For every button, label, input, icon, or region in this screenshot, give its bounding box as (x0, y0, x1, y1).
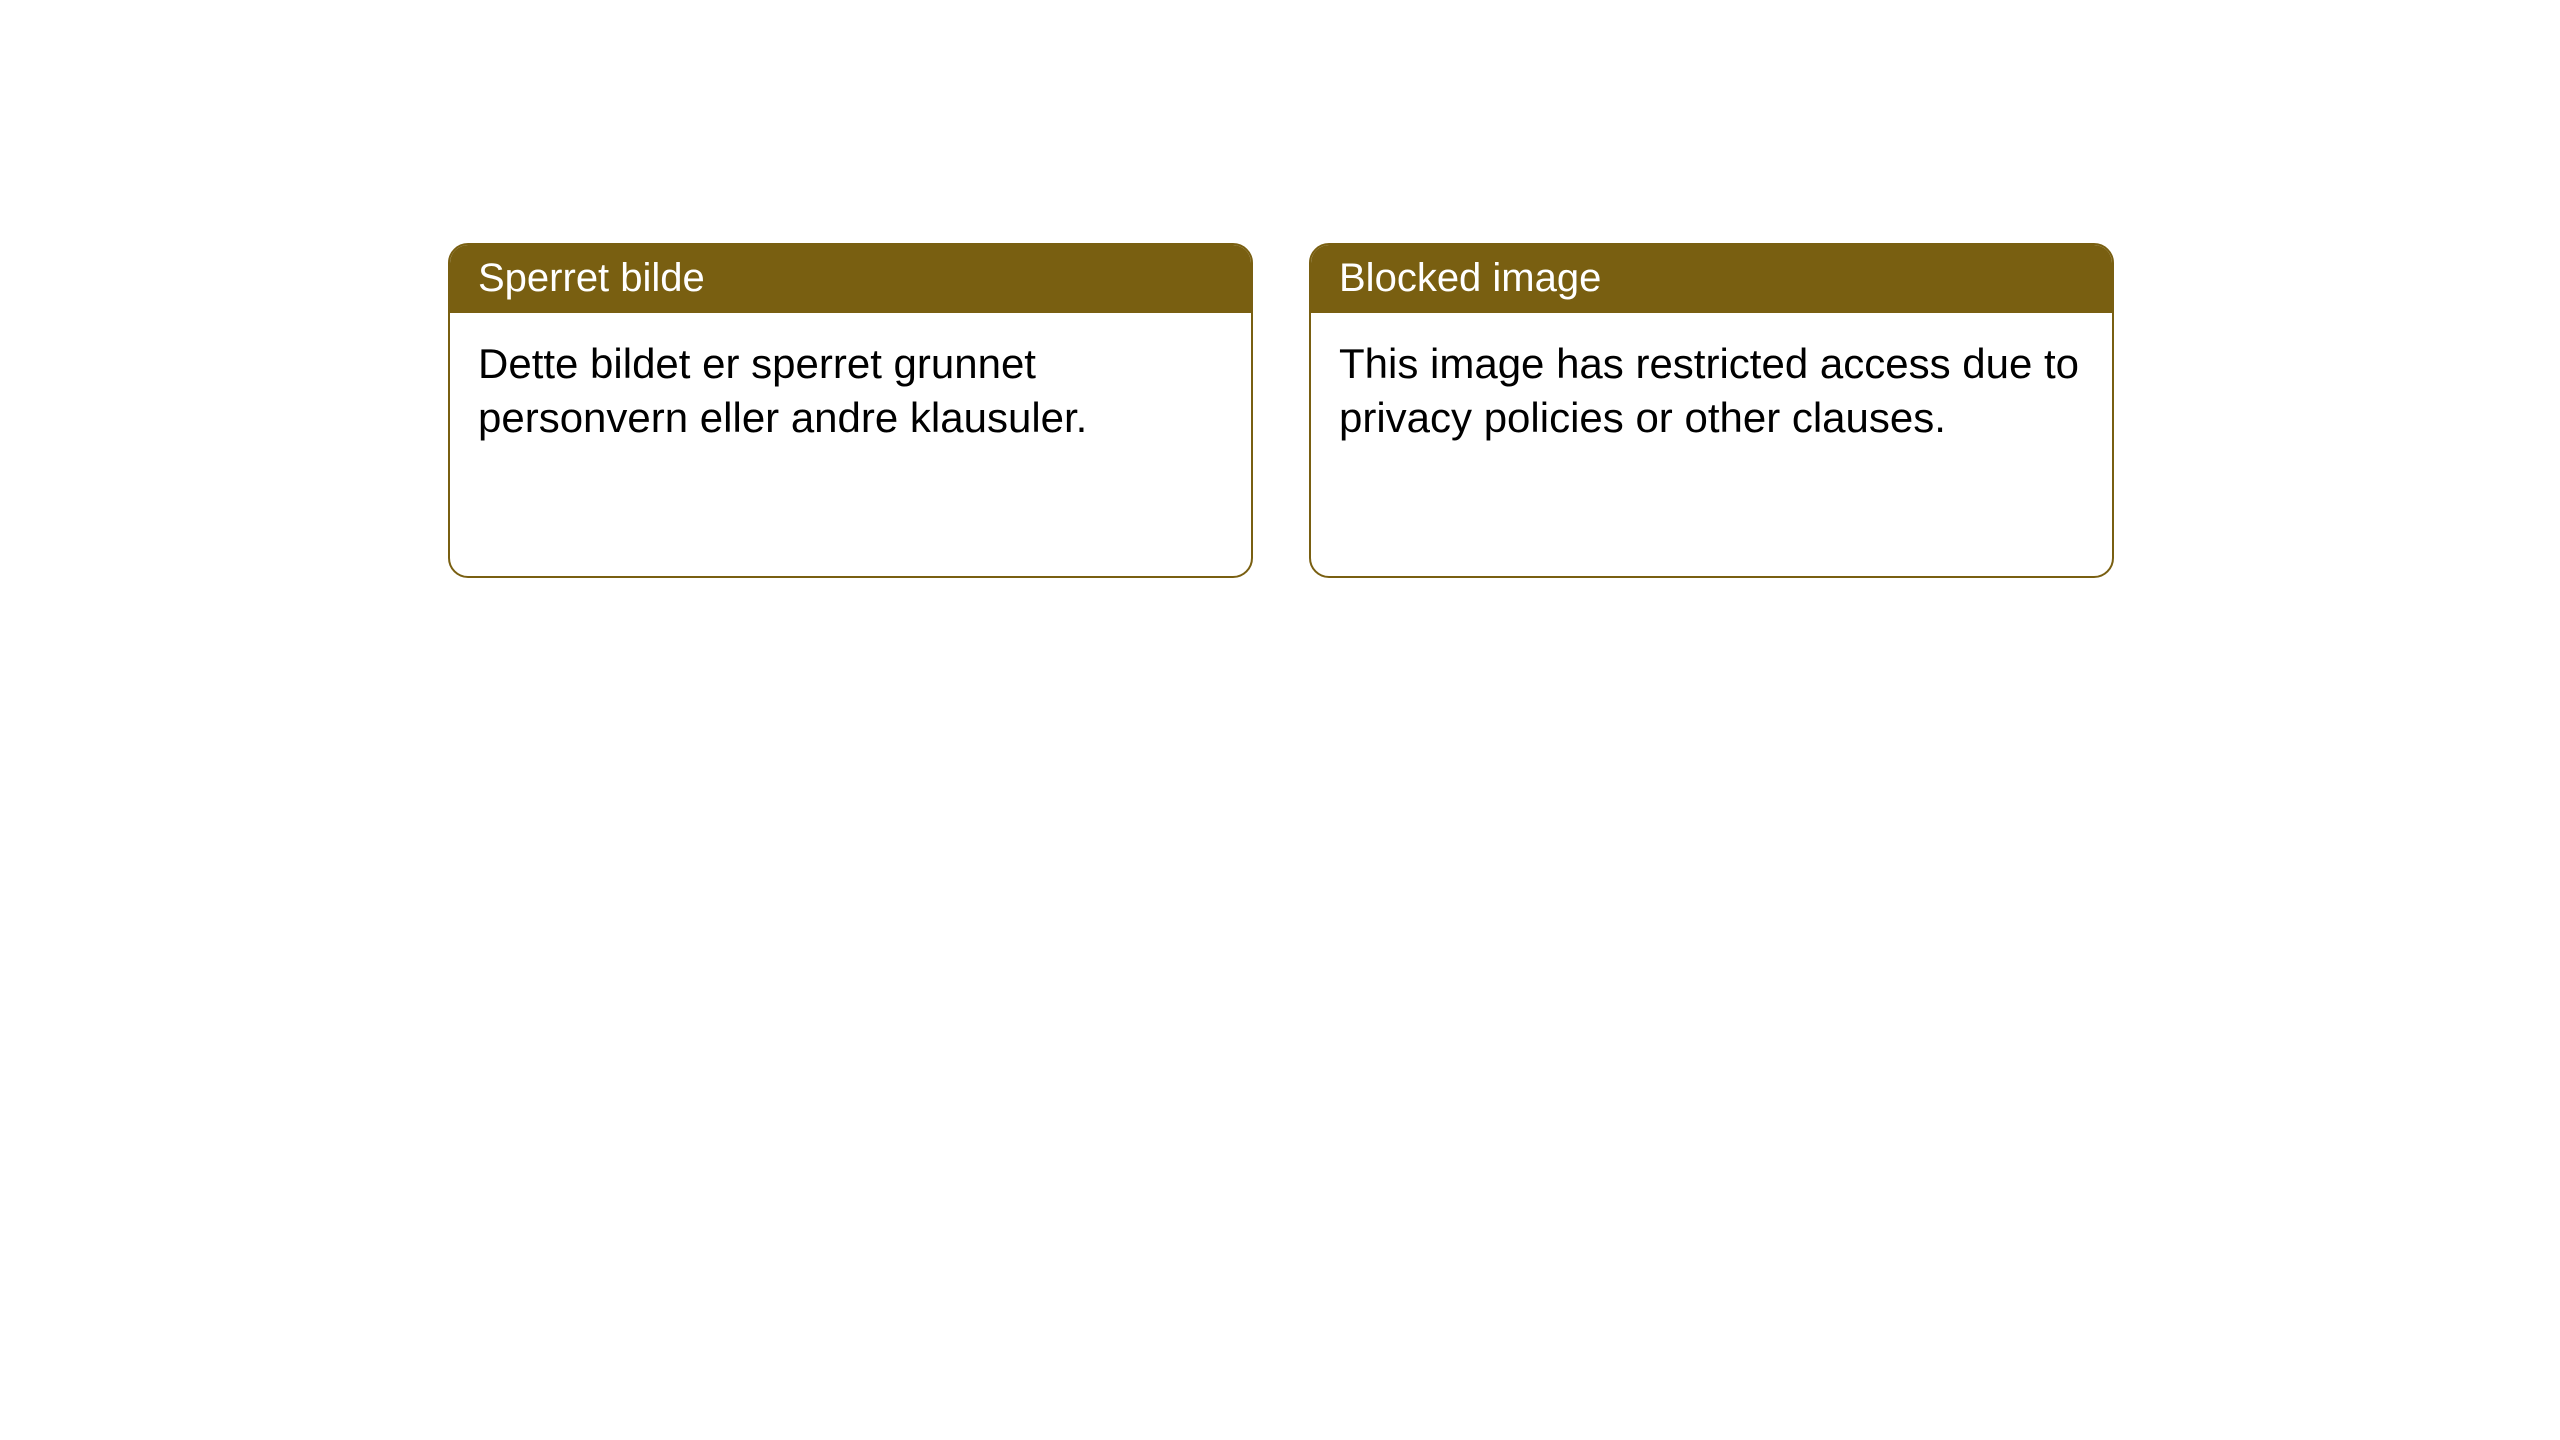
panel-body-norwegian: Dette bildet er sperret grunnet personve… (450, 313, 1251, 576)
panel-body-english: This image has restricted access due to … (1311, 313, 2112, 576)
panel-header-english: Blocked image (1311, 245, 2112, 313)
notice-panels-container: Sperret bilde Dette bildet er sperret gr… (448, 243, 2114, 578)
notice-panel-english: Blocked image This image has restricted … (1309, 243, 2114, 578)
panel-header-norwegian: Sperret bilde (450, 245, 1251, 313)
notice-panel-norwegian: Sperret bilde Dette bildet er sperret gr… (448, 243, 1253, 578)
